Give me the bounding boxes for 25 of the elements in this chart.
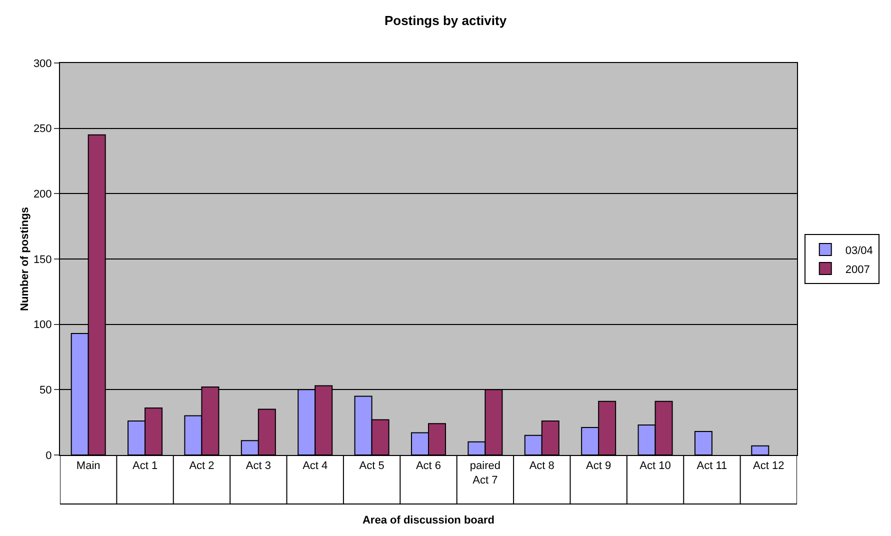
x-tick-label: paired Act 7 [470, 460, 500, 486]
x-tick-label: Act 9 [586, 460, 612, 472]
x-tick-label: Act 6 [416, 460, 442, 472]
x-tick-label: Act 11 [696, 460, 728, 472]
legend-label: 03/04 [845, 244, 873, 257]
x-tick-label: Act 5 [359, 460, 384, 472]
x-tick-label: Main [76, 460, 100, 472]
y-axis-title: Number of postings [19, 207, 31, 311]
y-tick-label: 100 [33, 319, 52, 332]
y-tick-label: 150 [33, 254, 52, 266]
x-tick-label: Act 2 [189, 460, 214, 472]
y-tick-label: 300 [33, 58, 52, 70]
chart-title: Postings by activity [384, 13, 508, 28]
x-tick-label: Act 4 [302, 460, 328, 472]
y-tick-label: 50 [40, 384, 52, 397]
x-tick-label: Act 12 [753, 460, 784, 472]
x-tick-label: Act 3 [246, 460, 271, 472]
legend-label: 2007 [845, 264, 870, 276]
y-tick-label: 250 [33, 123, 52, 136]
y-tick-label: 0 [46, 450, 52, 462]
y-tick-label: 200 [33, 188, 52, 201]
x-tick-label: Act 8 [529, 460, 554, 472]
x-tick-label: Act 1 [132, 460, 158, 472]
x-axis-title: Area of discussion board [362, 514, 495, 527]
x-tick-label: Act 10 [640, 460, 671, 472]
